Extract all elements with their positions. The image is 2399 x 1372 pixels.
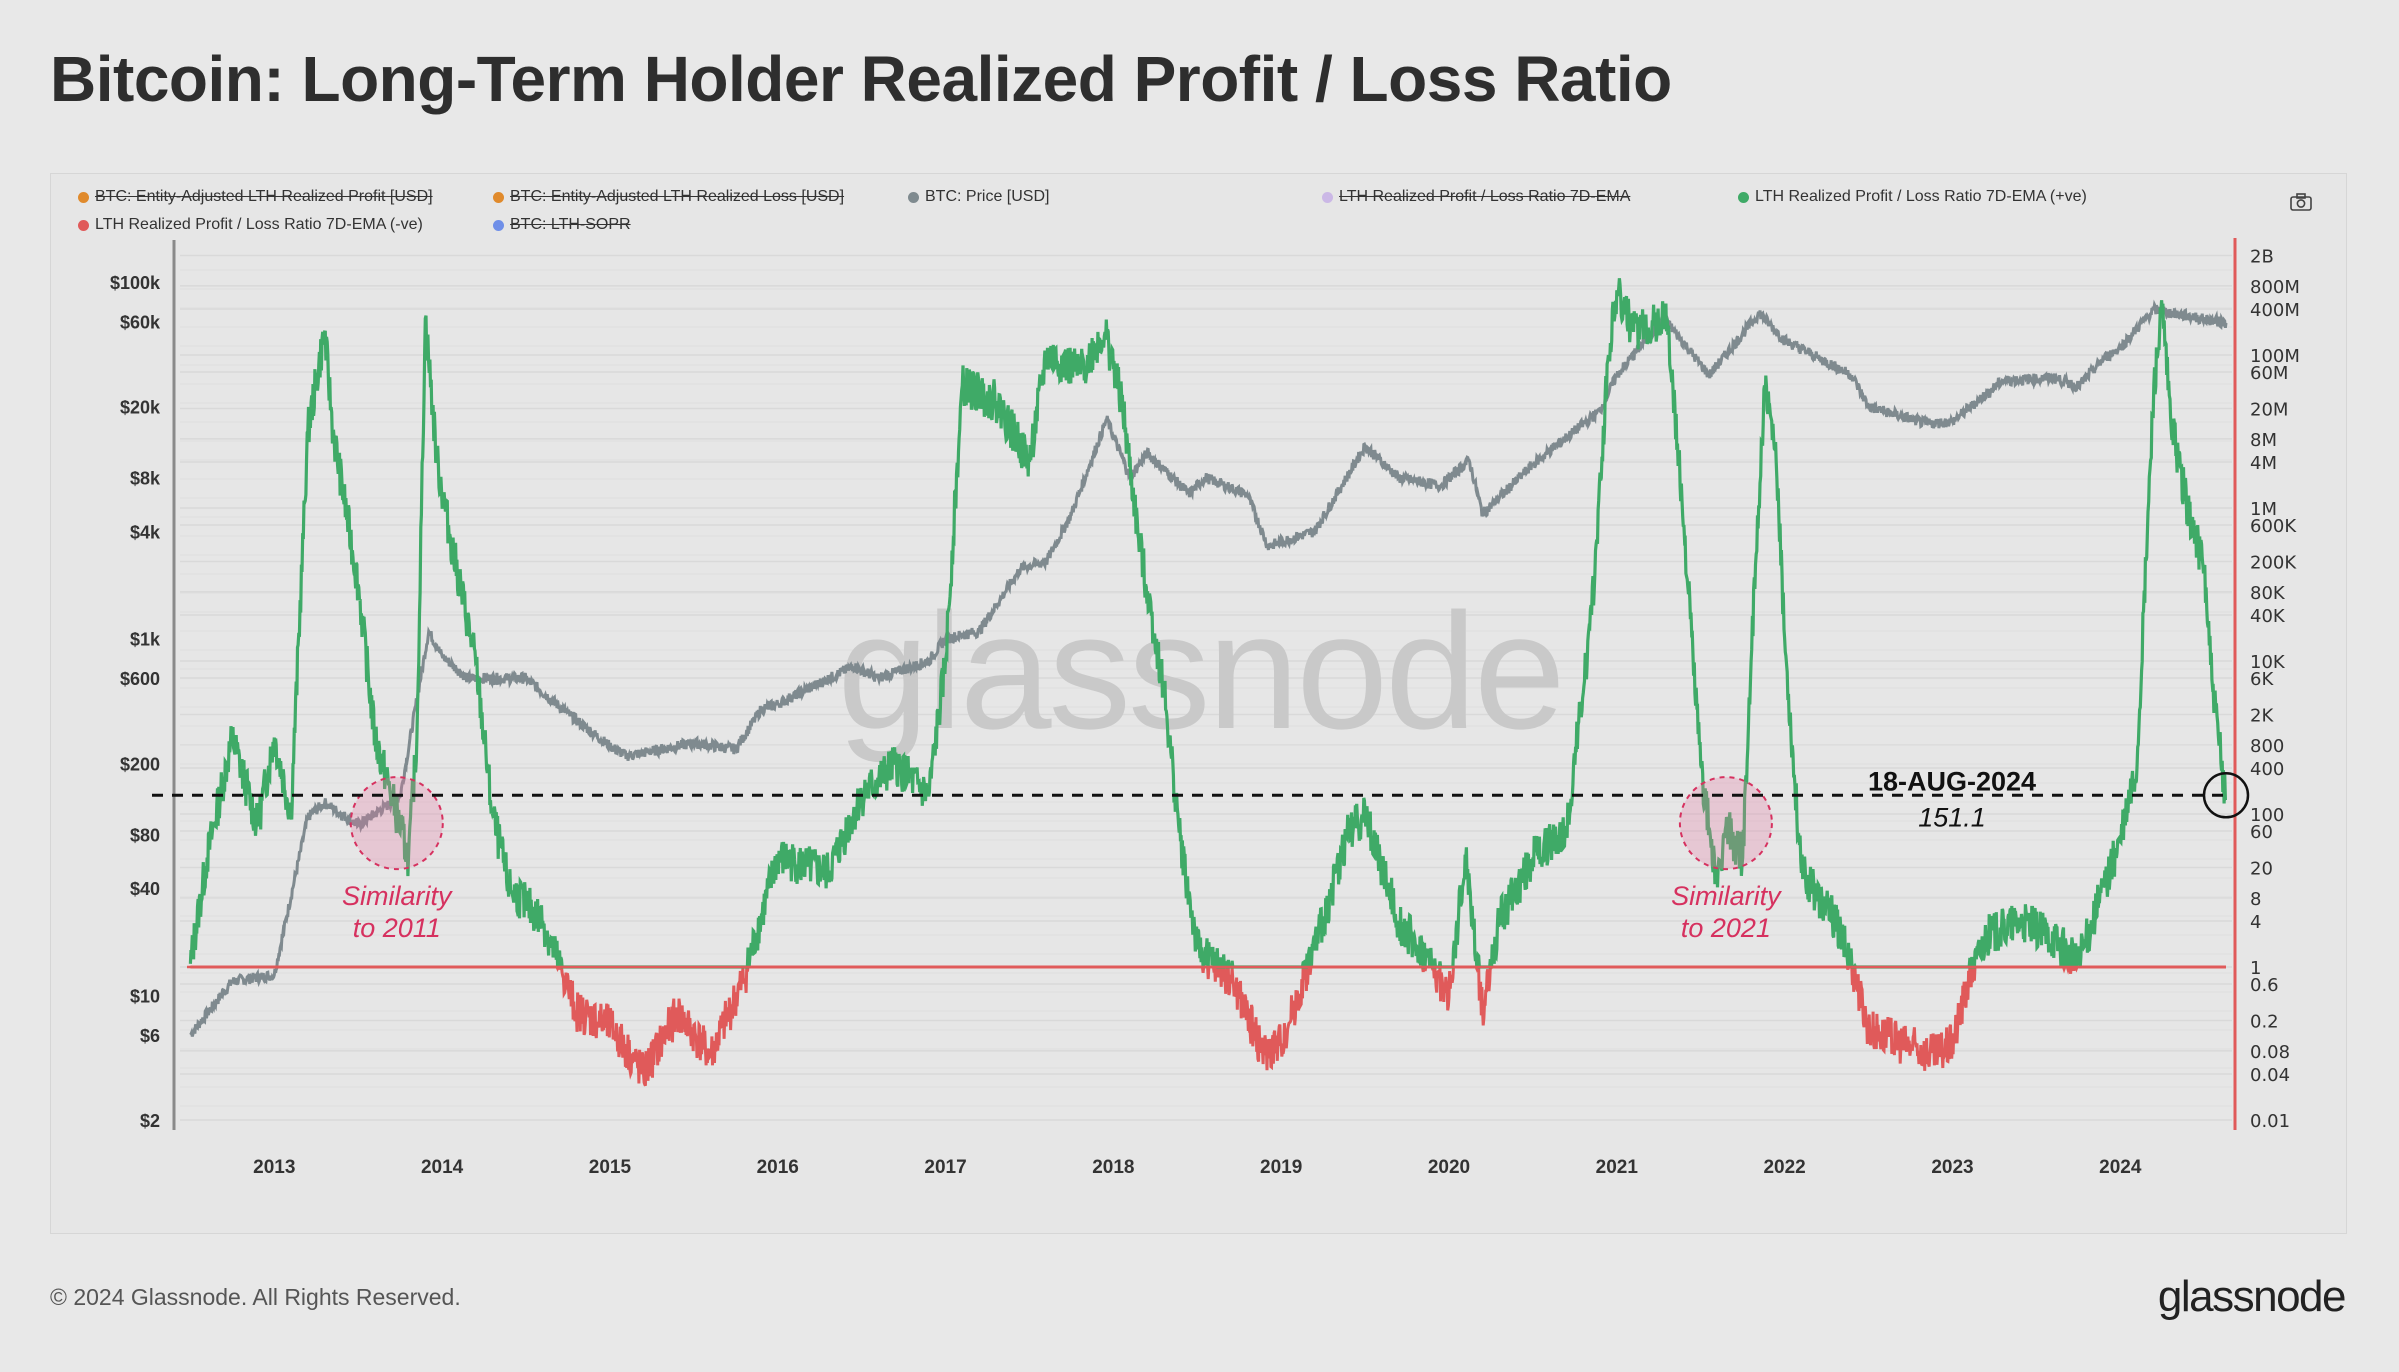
right-tick-label: 0.6 (2250, 975, 2279, 996)
btc-price-line (189, 299, 2228, 1037)
right-tick-label: 0.2 (2250, 1011, 2279, 1032)
right-tick-label: 4M (2250, 453, 2277, 474)
camera-icon[interactable] (2290, 193, 2312, 211)
legend-label: BTC: Entity-Adjusted LTH Realized Loss [… (510, 188, 845, 205)
legend-item[interactable]: BTC: Entity-Adjusted LTH Realized Loss [… (493, 188, 844, 206)
right-tick-label: 600K (2250, 516, 2297, 537)
right-tick-label: 40K (2250, 606, 2286, 627)
right-tick-label: 2B (2250, 246, 2274, 267)
x-tick-label: 2017 (924, 1157, 966, 1178)
right-tick-label: 400M (2250, 300, 2300, 321)
legend-marker (1322, 191, 1333, 203)
current-value-label: 151.1 (1918, 802, 1986, 832)
x-tick-label: 2018 (1092, 1157, 1134, 1178)
x-tick-label: 2016 (757, 1157, 799, 1178)
right-tick-label: 100 (2250, 805, 2284, 826)
right-tick-label: 100M (2250, 346, 2300, 367)
right-tick-label: 1 (2250, 958, 2261, 979)
right-tick-label: 800M (2250, 277, 2300, 298)
right-tick-label: 2K (2250, 705, 2274, 726)
legend-item[interactable]: BTC: Price [USD] (908, 188, 1049, 206)
current-value-circle (2202, 772, 2250, 819)
right-tick-label: 800 (2250, 736, 2284, 757)
left-tick-label: $200 (120, 754, 160, 774)
current-date-label: 18-AUG-2024 (1868, 766, 2036, 796)
right-tick-label: 1M (2250, 499, 2277, 520)
right-tick-label: 200K (2250, 552, 2297, 573)
right-tick-label: 8 (2250, 889, 2261, 910)
x-tick-label: 2020 (1428, 1157, 1470, 1178)
chart-panel (50, 173, 2347, 1234)
right-tick-label: 10K (2250, 652, 2286, 673)
right-tick-label: 60 (2250, 822, 2273, 843)
legend-label: BTC: Price [USD] (925, 188, 1050, 205)
legend-marker (493, 191, 504, 203)
left-tick-label: $60k (120, 313, 161, 333)
legend-item[interactable]: LTH Realized Profit / Loss Ratio 7D-EMA … (78, 216, 423, 234)
annotation-text: to 2021 (1681, 913, 1771, 943)
left-tick-label: $10 (130, 986, 160, 1006)
right-tick-label: 0.08 (2250, 1042, 2290, 1063)
left-tick-label: $600 (120, 669, 160, 689)
right-tick-label: 0.04 (2250, 1065, 2290, 1086)
legend-marker (1738, 191, 1749, 203)
legend-marker (493, 219, 504, 231)
right-tick-label: 20 (2250, 858, 2273, 879)
left-tick-label: $2 (140, 1111, 160, 1131)
legend-label: LTH Realized Profit / Loss Ratio 7D-EMA … (1755, 188, 2087, 205)
right-tick-label: 0.01 (2250, 1111, 2290, 1132)
glassnode-logo: glassnode (2157, 1272, 2347, 1321)
similarity-circle (349, 776, 444, 871)
legend-item[interactable]: BTC: LTH-SOPR (493, 216, 631, 234)
right-tick-label: 400 (2250, 759, 2284, 780)
legend-label: LTH Realized Profit / Loss Ratio 7D-EMA … (95, 216, 423, 233)
similarity-circle (1678, 776, 1773, 871)
page-title: Bitcoin: Long-Term Holder Realized Profi… (50, 43, 1672, 115)
legend-item[interactable]: LTH Realized Profit / Loss Ratio 7D-EMA … (1738, 188, 2087, 206)
x-tick-label: 2022 (1763, 1157, 1805, 1178)
right-tick-label: 4 (2250, 912, 2261, 933)
legend-marker (908, 191, 919, 203)
legend-label: BTC: Entity-Adjusted LTH Realized Profit… (95, 188, 433, 205)
x-tick-label: 2023 (1931, 1157, 1973, 1178)
right-tick-label: 20M (2250, 399, 2288, 420)
left-tick-label: $20k (120, 398, 161, 418)
left-tick-label: $100k (110, 273, 161, 293)
x-tick-label: 2013 (253, 1157, 295, 1178)
left-tick-label: $8k (130, 469, 161, 489)
copyright-text: © 2024 Glassnode. All Rights Reserved. (50, 1284, 461, 1310)
right-tick-label: 80K (2250, 583, 2286, 604)
annotation-text: to 2011 (353, 913, 441, 943)
legend-item[interactable]: LTH Realized Profit / Loss Ratio 7D-EMA (1322, 188, 1630, 206)
legend-label: LTH Realized Profit / Loss Ratio 7D-EMA (1339, 188, 1631, 205)
watermark: glassnode (837, 579, 1562, 763)
x-tick-label: 2014 (421, 1157, 464, 1178)
left-tick-label: $80 (130, 825, 160, 845)
x-tick-label: 2024 (2099, 1157, 2142, 1178)
legend-marker (78, 219, 89, 231)
right-tick-label: 6K (2250, 669, 2274, 690)
legend-marker (78, 191, 89, 203)
left-tick-label: $1k (130, 630, 161, 650)
left-tick-label: $4k (130, 522, 161, 542)
x-tick-label: 2019 (1260, 1157, 1302, 1178)
annotation-text: Similarity (342, 881, 453, 911)
annotation-text: Similarity (1671, 881, 1782, 911)
x-tick-label: 2021 (1596, 1157, 1639, 1178)
legend-item[interactable]: BTC: Entity-Adjusted LTH Realized Profit… (78, 188, 433, 206)
right-tick-label: 8M (2250, 430, 2277, 451)
x-tick-label: 2015 (589, 1157, 632, 1178)
legend-label: BTC: LTH-SOPR (510, 216, 631, 233)
right-tick-label: 60M (2250, 363, 2288, 384)
left-tick-label: $6 (140, 1026, 160, 1046)
left-tick-label: $40 (130, 879, 160, 899)
